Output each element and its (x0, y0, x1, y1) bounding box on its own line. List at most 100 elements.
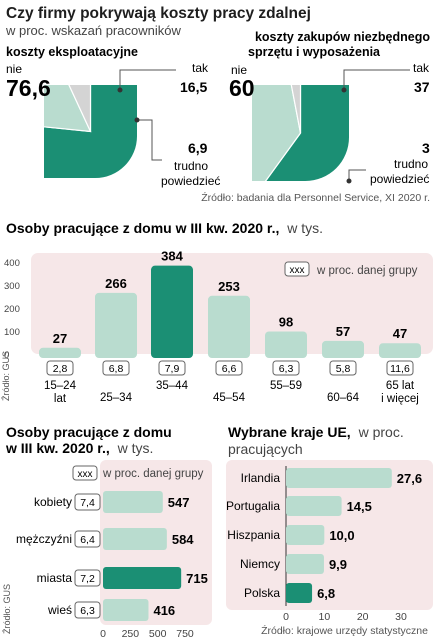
gender-title-2-rest: w tys. (117, 440, 154, 456)
eu-category-label: Portugalia (226, 499, 280, 513)
age-y-tick: 300 (4, 281, 20, 292)
eu-bar-value: 6,8 (317, 586, 335, 601)
age-percent-box (46, 360, 74, 376)
gender-percent-label: 7,2 (80, 573, 95, 585)
age-bar-value: 266 (105, 276, 127, 291)
pie-right-no-label: nie (231, 63, 247, 77)
gender-bars: 547 7,4 kobiety 584 6,4 mężczyźni 715 7,2 miasta… (16, 491, 208, 640)
eu-bar (286, 525, 325, 545)
age-category-label: 35–44 (156, 380, 189, 392)
gender-title-1: Osoby pracujące z domu (6, 424, 172, 440)
age-bar (208, 295, 250, 358)
age-percent-label: 6,6 (222, 363, 237, 375)
pie-chart-right (252, 85, 349, 181)
gender-title-2: w III kw. 2020 r., w tys. (5, 440, 153, 456)
age-category-label: 25–34 (100, 392, 133, 404)
age-percent-box (215, 360, 243, 376)
age-category-label: 65 lat (386, 380, 415, 392)
bars-title: Osoby pracujące z domu w III kw. 2020 r.… (6, 220, 323, 236)
age-percent-label: 6,8 (109, 363, 124, 375)
age-bar-value: 384 (161, 249, 183, 264)
eu-bar-value: 9,9 (329, 557, 347, 572)
age-percent-label: 5,8 (336, 363, 351, 375)
eu-bars: 27,6 Irlandia 14,5 Portugalia 10,0 Hiszpania 9… (226, 466, 422, 623)
pies-title: Czy firmy pokrywają koszty pracy zdalnej (6, 5, 311, 22)
gender-bar-value: 584 (172, 532, 194, 547)
pie-right-slices (252, 85, 349, 181)
gender-bar-value: 715 (186, 571, 208, 586)
pie-left-no-label: nie (6, 62, 22, 76)
age-legend-box (284, 261, 310, 277)
gender-legend-box-text: xxx (78, 469, 93, 480)
pie-right-slice-unsure (277, 85, 302, 134)
age-percent-box (102, 360, 130, 376)
age-percent-label: 7,9 (165, 363, 180, 375)
gender-category-label: wieś (47, 603, 72, 617)
pie-left-unsure-label-1: trudno (174, 159, 208, 173)
pie-left-unsure-label-2: powiedzieć (161, 174, 220, 188)
eu-bar (286, 554, 324, 574)
eu-category-label: Irlandia (241, 471, 281, 485)
gender-category-label: miasta (37, 571, 73, 585)
age-category-label-2: lat (54, 393, 67, 405)
age-percent-box (329, 360, 357, 376)
gender-percent-box (74, 569, 101, 587)
age-bar-value: 98 (279, 314, 293, 329)
gender-source: Źródło: GUS (2, 584, 12, 634)
eu-source: Źródło: krajowe urzędy statystyczne (261, 624, 428, 637)
pie-right-title-1: koszty zakupów niezbędnego (255, 30, 430, 44)
eu-category-label: Hiszpania (227, 528, 280, 542)
age-y-tick: 200 (4, 304, 20, 315)
gender-percent-label: 7,4 (80, 497, 95, 509)
age-category-label: 45–54 (213, 392, 246, 404)
age-category-label: 55–59 (270, 380, 302, 392)
age-percent-box (272, 360, 300, 376)
age-category-label: 60–64 (327, 392, 360, 404)
gender-x-tick: 250 (122, 628, 140, 640)
age-bar-value: 27 (53, 331, 67, 346)
age-category-label: 15–24 (44, 380, 77, 392)
eu-bar-value: 27,6 (397, 471, 422, 486)
age-bar (39, 347, 81, 358)
pie-left-title: koszty eksploatacyjne (6, 45, 138, 59)
gender-title-2-bold: w III kw. 2020 r., (5, 440, 110, 456)
pie-right-slice-no (252, 85, 349, 181)
age-y-tick: 0 (4, 350, 9, 361)
pie-left-yes-dot (117, 87, 123, 93)
age-percent-box (386, 360, 414, 376)
gender-bar-value: 416 (153, 603, 175, 618)
gender-bar (103, 567, 182, 589)
gender-percent-box (74, 601, 101, 619)
age-bar-value: 253 (218, 279, 240, 294)
eu-bar-value: 10,0 (329, 528, 354, 543)
pie-right-no-value: 60 (229, 75, 255, 101)
gender-percent-box (74, 530, 101, 548)
bars-title-bold: Osoby pracujące z domu w III kw. 2020 r.… (6, 220, 279, 236)
eu-bar (286, 583, 313, 603)
bars-title-rest: w tys. (286, 220, 323, 236)
gender-percent-box (74, 493, 101, 511)
gender-x-tick: 0 (100, 628, 106, 640)
eu-title-2: pracujących (228, 441, 303, 457)
pie-right-yes-dot (341, 87, 347, 93)
gender-percent-label: 6,3 (80, 605, 95, 617)
pie-right-unsure-dot (346, 178, 352, 184)
eu-category-label: Niemcy (240, 557, 280, 571)
pie-left-unsure-dot (134, 117, 140, 123)
pie-right-yes-label: tak (413, 61, 430, 75)
pie-right-unsure-label-1: trudno (394, 157, 428, 171)
eu-category-label: Polska (244, 586, 280, 600)
eu-bar (286, 468, 392, 488)
age-y-tick: 400 (4, 258, 20, 269)
pie-left-yes-label: tak (192, 61, 209, 75)
gender-bar (103, 599, 149, 621)
age-percent-box (158, 360, 186, 376)
age-legend-label: w proc. danej grupy (316, 265, 418, 277)
gender-x-tick: 500 (149, 628, 167, 640)
eu-x-tick: 20 (357, 611, 369, 623)
eu-bar-value: 14,5 (347, 499, 372, 514)
pie-chart-left (44, 85, 138, 178)
age-bar-value: 57 (336, 324, 350, 339)
gender-legend-box (72, 465, 98, 481)
